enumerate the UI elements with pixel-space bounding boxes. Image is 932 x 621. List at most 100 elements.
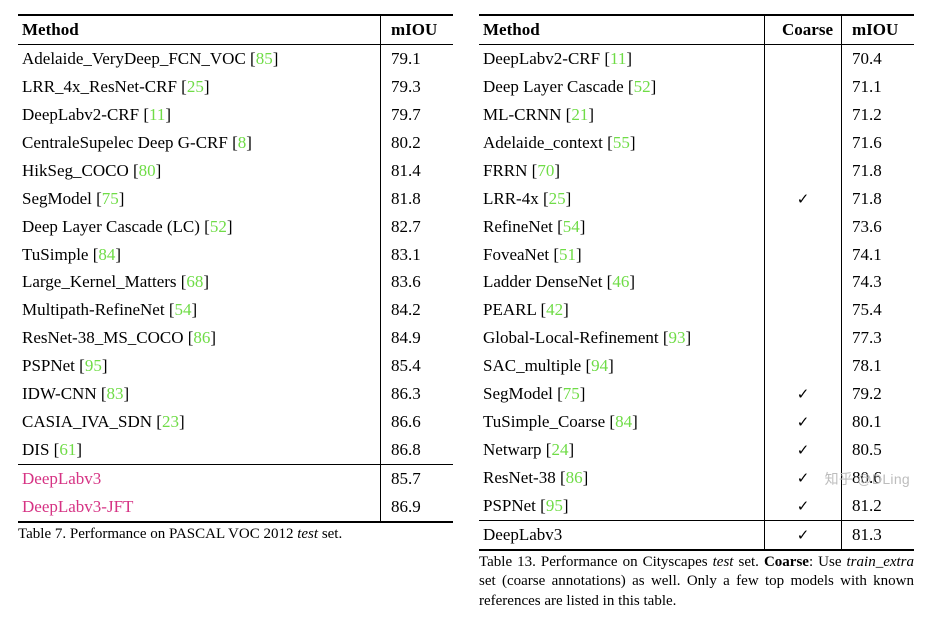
miou-cell: 85.7 (381, 465, 454, 493)
table-row: PSPNet [95]✓81.2 (479, 492, 914, 520)
check-icon: ✓ (797, 528, 810, 544)
citation-link[interactable]: 55 (613, 133, 630, 152)
citation-link[interactable]: 61 (59, 440, 76, 459)
citation-link[interactable]: 46 (612, 272, 629, 291)
citation-link[interactable]: 84 (615, 412, 632, 431)
citation-link[interactable]: 95 (546, 496, 563, 515)
left-caption: Table 7. Performance on PASCAL VOC 2012 … (18, 525, 453, 545)
method-cell: DeepLabv3 (479, 520, 765, 549)
coarse-cell (765, 129, 842, 157)
table-row: PEARL [42] 75.4 (479, 296, 914, 324)
miou-cell: 70.4 (842, 44, 915, 72)
miou-cell: 84.2 (381, 296, 454, 324)
citation-link[interactable]: 75 (563, 384, 580, 403)
method-cell: Large_Kernel_Matters [68] (18, 268, 381, 296)
table-row: FRRN [70]71.8 (479, 157, 914, 185)
right-header-row: Method Coarse mIOU (479, 15, 914, 44)
citation-link[interactable]: 8 (238, 133, 247, 152)
coarse-cell: ✓ (765, 492, 842, 520)
citation-link[interactable]: 68 (186, 272, 203, 291)
citation-link[interactable]: 42 (546, 300, 563, 319)
citation-link[interactable]: 24 (551, 440, 568, 459)
miou-cell: 83.6 (381, 268, 454, 296)
method-cell: Netwarp [24] (479, 436, 765, 464)
method-cell: FRRN [70] (479, 157, 765, 185)
citation-link[interactable]: 21 (571, 105, 588, 124)
citation-link[interactable]: 95 (85, 356, 102, 375)
check-icon: ✓ (797, 415, 810, 431)
citation-link[interactable]: 93 (669, 328, 686, 347)
miou-cell: 79.3 (381, 73, 454, 101)
citation-link[interactable]: 86 (193, 328, 210, 347)
table-row-highlight: DeepLabv3✓81.3 (479, 520, 914, 549)
method-cell: CentraleSupelec Deep G-CRF [8] (18, 129, 381, 157)
citation-link[interactable]: 83 (107, 384, 124, 403)
table-row: DeepLabv2-CRF [11]70.4 (479, 44, 914, 72)
coarse-cell (765, 241, 842, 269)
miou-cell: 74.1 (842, 241, 915, 269)
right-caption: Table 13. Performance on Cityscapes test… (479, 553, 914, 612)
method-cell: RefineNet [54] (479, 213, 765, 241)
citation-link[interactable]: 52 (210, 217, 227, 236)
citation-link[interactable]: 75 (102, 189, 119, 208)
citation-link[interactable]: 25 (549, 189, 566, 208)
citation-link[interactable]: 25 (187, 77, 204, 96)
method-cell: PEARL [42] (479, 296, 765, 324)
miou-cell: 85.4 (381, 352, 454, 380)
table-row: Deep Layer Cascade (LC) [52]82.7 (18, 213, 453, 241)
miou-cell: 80.6 (842, 464, 915, 492)
citation-link[interactable]: 52 (634, 77, 651, 96)
miou-cell: 86.6 (381, 408, 454, 436)
table-row: Netwarp [24]✓80.5 (479, 436, 914, 464)
method-cell: DeepLabv3 (18, 465, 381, 493)
table-row: IDW-CNN [83]86.3 (18, 380, 453, 408)
coarse-cell (765, 324, 842, 352)
miou-cell: 81.4 (381, 157, 454, 185)
citation-link[interactable]: 54 (563, 217, 580, 236)
table-row: Adelaide_VeryDeep_FCN_VOC [85]79.1 (18, 44, 453, 72)
table-row-highlight: DeepLabv385.7 (18, 465, 453, 493)
method-cell: LRR_4x_ResNet-CRF [25] (18, 73, 381, 101)
right-table: Method Coarse mIOU DeepLabv2-CRF [11]70.… (479, 14, 914, 551)
citation-link[interactable]: 86 (566, 468, 583, 487)
method-cell: SegModel [75] (479, 380, 765, 408)
method-cell: TuSimple [84] (18, 241, 381, 269)
table-row: RefineNet [54]73.6 (479, 213, 914, 241)
table-row: TuSimple_Coarse [84]✓80.1 (479, 408, 914, 436)
method-cell: Adelaide_VeryDeep_FCN_VOC [85] (18, 44, 381, 72)
miou-cell: 75.4 (842, 296, 915, 324)
citation-link[interactable]: 85 (256, 49, 273, 68)
check-icon: ✓ (797, 471, 810, 487)
citation-link[interactable]: 51 (559, 245, 576, 264)
miou-cell: 79.1 (381, 44, 454, 72)
coarse-cell: ✓ (765, 380, 842, 408)
miou-cell: 80.2 (381, 129, 454, 157)
miou-cell: 71.6 (842, 129, 915, 157)
method-cell: Ladder DenseNet [46] (479, 268, 765, 296)
citation-link[interactable]: 11 (610, 49, 626, 68)
citation-link[interactable]: 70 (537, 161, 554, 180)
method-cell: ML-CRNN [21] (479, 101, 765, 129)
miou-cell: 71.2 (842, 101, 915, 129)
table-row: ResNet-38 [86] ✓ 80.6 (479, 464, 914, 492)
coarse-cell (765, 157, 842, 185)
citation-link[interactable]: 11 (149, 105, 165, 124)
coarse-cell (765, 352, 842, 380)
check-icon: ✓ (797, 387, 810, 403)
miou-cell: 78.1 (842, 352, 915, 380)
citation-link[interactable]: 84 (98, 245, 115, 264)
check-icon: ✓ (797, 499, 810, 515)
table-row: HikSeg_COCO [80]81.4 (18, 157, 453, 185)
method-cell: Adelaide_context [55] (479, 129, 765, 157)
citation-link[interactable]: 94 (591, 356, 608, 375)
left-header-row: Method mIOU (18, 15, 453, 44)
miou-cell: 83.1 (381, 241, 454, 269)
method-cell: FoveaNet [51] (479, 241, 765, 269)
citation-link[interactable]: 80 (139, 161, 156, 180)
citation-link[interactable]: 54 (175, 300, 192, 319)
method-cell: ResNet-38 [86] (479, 464, 765, 492)
coarse-cell: ✓ (765, 408, 842, 436)
table-row: Multipath-RefineNet [54]84.2 (18, 296, 453, 324)
citation-link[interactable]: 23 (162, 412, 179, 431)
table-row: Adelaide_context [55] 71.6 (479, 129, 914, 157)
